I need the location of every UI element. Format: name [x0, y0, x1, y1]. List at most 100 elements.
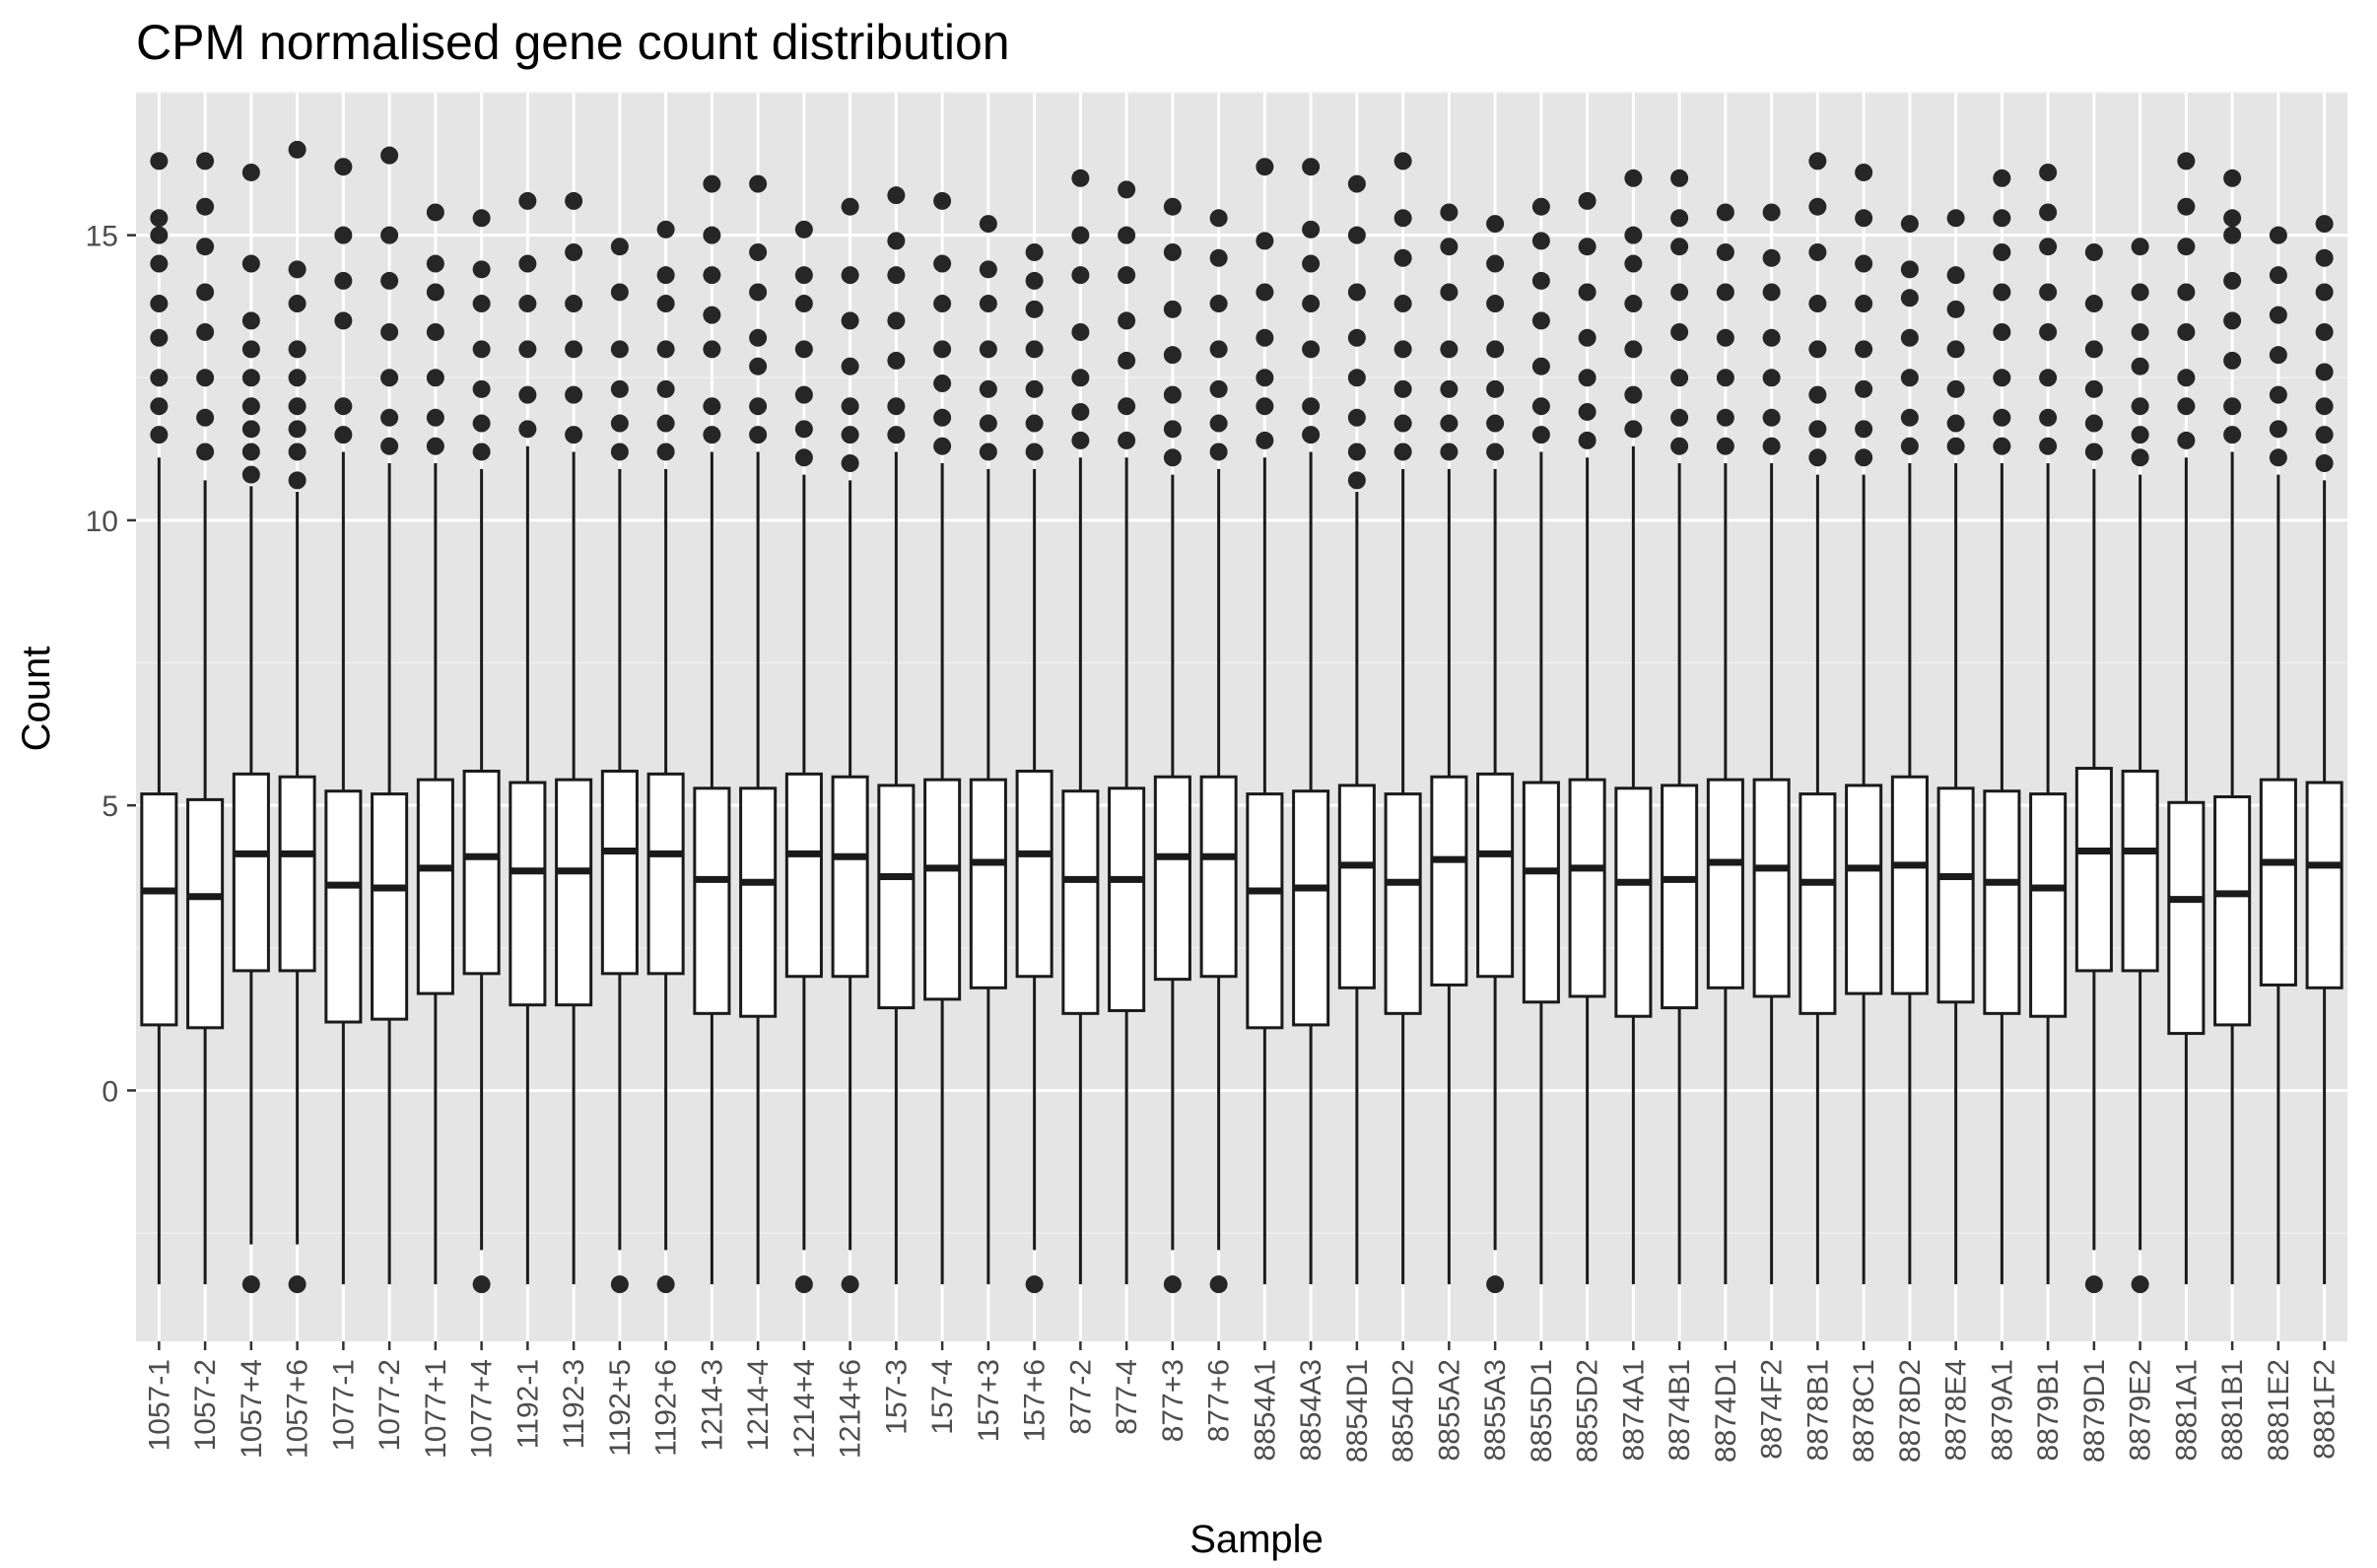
outlier-point [1440, 340, 1459, 359]
outlier-point [979, 260, 997, 279]
outlier-point [2315, 397, 2334, 416]
outlier-point [334, 271, 353, 290]
box-iqr [1199, 775, 1238, 979]
outlier-point [241, 1275, 260, 1294]
box-iqr [186, 797, 225, 1030]
outlier-point [426, 283, 444, 302]
outlier-point [703, 266, 721, 285]
outlier-point [1302, 397, 1321, 416]
x-tick-label: 8879B1 [2032, 1359, 2065, 1461]
outlier-point [196, 283, 215, 302]
outlier-point [1670, 437, 1689, 455]
outlier-point [1808, 197, 1827, 216]
outlier-point [2084, 242, 2103, 261]
y-tick-label: 0 [102, 1075, 118, 1108]
x-tick-label: 8855A3 [1479, 1359, 1512, 1461]
outlier-point [656, 295, 675, 313]
outlier-point [1256, 283, 1274, 302]
box-iqr [416, 778, 454, 995]
outlier-point [1808, 340, 1827, 359]
outlier-point [1163, 1275, 1182, 1294]
plot-panel [136, 93, 2347, 1341]
outlier-point [1071, 431, 1090, 449]
outlier-point [841, 357, 859, 375]
outlier-point [2177, 397, 2196, 416]
outlier-point [749, 357, 768, 375]
outlier-point [288, 471, 306, 490]
outlier-point [334, 397, 353, 416]
outlier-point [2315, 426, 2334, 444]
box-iqr [1983, 789, 2021, 1015]
box-iqr [1706, 778, 1744, 989]
outlier-point [1716, 203, 1734, 222]
outlier-point [2223, 351, 2242, 370]
x-tick-label: 1192+6 [650, 1359, 683, 1457]
outlier-point [288, 295, 306, 313]
outlier-point [933, 295, 952, 313]
outlier-point [1624, 420, 1643, 439]
box-8854A1 [1246, 158, 1284, 1285]
outlier-point [610, 238, 629, 256]
outlier-point [2223, 209, 2242, 228]
outlier-point [794, 420, 813, 439]
box-iqr [969, 778, 1007, 989]
outlier-point [1393, 340, 1412, 359]
box-8881B1 [2213, 169, 2252, 1285]
outlier-point [288, 420, 306, 439]
outlier-point [1762, 408, 1781, 427]
outlier-point [1855, 209, 1873, 228]
outlier-point [196, 322, 215, 341]
x-tick-label: 1077+1 [420, 1359, 452, 1459]
outlier-point [703, 226, 721, 244]
outlier-point [1163, 242, 1182, 261]
box-8854A3 [1292, 158, 1330, 1285]
box-iqr [2074, 767, 2113, 973]
x-tick-label: 1057+4 [236, 1359, 268, 1459]
box-1192+5 [600, 238, 639, 1294]
outlier-point [841, 426, 859, 444]
outlier-point [1762, 437, 1781, 455]
x-tick-label: 8874F2 [1756, 1359, 1789, 1460]
outlier-point [380, 408, 399, 427]
outlier-point [1531, 311, 1550, 330]
outlier-point [472, 260, 491, 279]
x-tick-label: 8854D2 [1388, 1359, 1420, 1463]
x-tick-label: 8881F2 [2309, 1359, 2342, 1460]
outlier-point [2039, 163, 2058, 181]
outlier-point [1209, 248, 1228, 267]
outlier-point [288, 369, 306, 387]
box-8879D1 [2074, 242, 2113, 1294]
outlier-point [2084, 340, 2103, 359]
outlier-point [2269, 346, 2287, 365]
x-tick-label: 8855A2 [1433, 1359, 1465, 1461]
outlier-point [1118, 311, 1136, 330]
x-tick-label: 1214+4 [788, 1359, 821, 1459]
outlier-point [1393, 379, 1412, 398]
x-tick-label: 157+6 [1019, 1359, 1052, 1442]
box-iqr [1292, 789, 1330, 1027]
outlier-point [1256, 369, 1274, 387]
outlier-point [1209, 414, 1228, 433]
outlier-point [1946, 300, 1965, 318]
box-iqr [1476, 772, 1515, 979]
outlier-point [2084, 379, 2103, 398]
outlier-point [1946, 209, 1965, 228]
outlier-point [1486, 340, 1505, 359]
outlier-point [1209, 209, 1228, 228]
y-tick-label: 10 [86, 506, 118, 538]
outlier-point [933, 437, 952, 455]
outlier-point [2315, 322, 2334, 341]
box-877-4 [1108, 180, 1146, 1285]
outlier-point [2269, 448, 2287, 467]
outlier-point [979, 414, 997, 433]
outlier-point [1900, 260, 1919, 279]
outlier-point [1670, 322, 1689, 341]
outlier-point [150, 152, 169, 170]
outlier-point [1486, 295, 1505, 313]
box-1077-2 [371, 146, 409, 1285]
outlier-point [426, 322, 444, 341]
outlier-point [979, 379, 997, 398]
box-iqr [462, 769, 501, 976]
box-iqr [877, 784, 916, 1010]
box-8878C1 [1845, 163, 1883, 1285]
